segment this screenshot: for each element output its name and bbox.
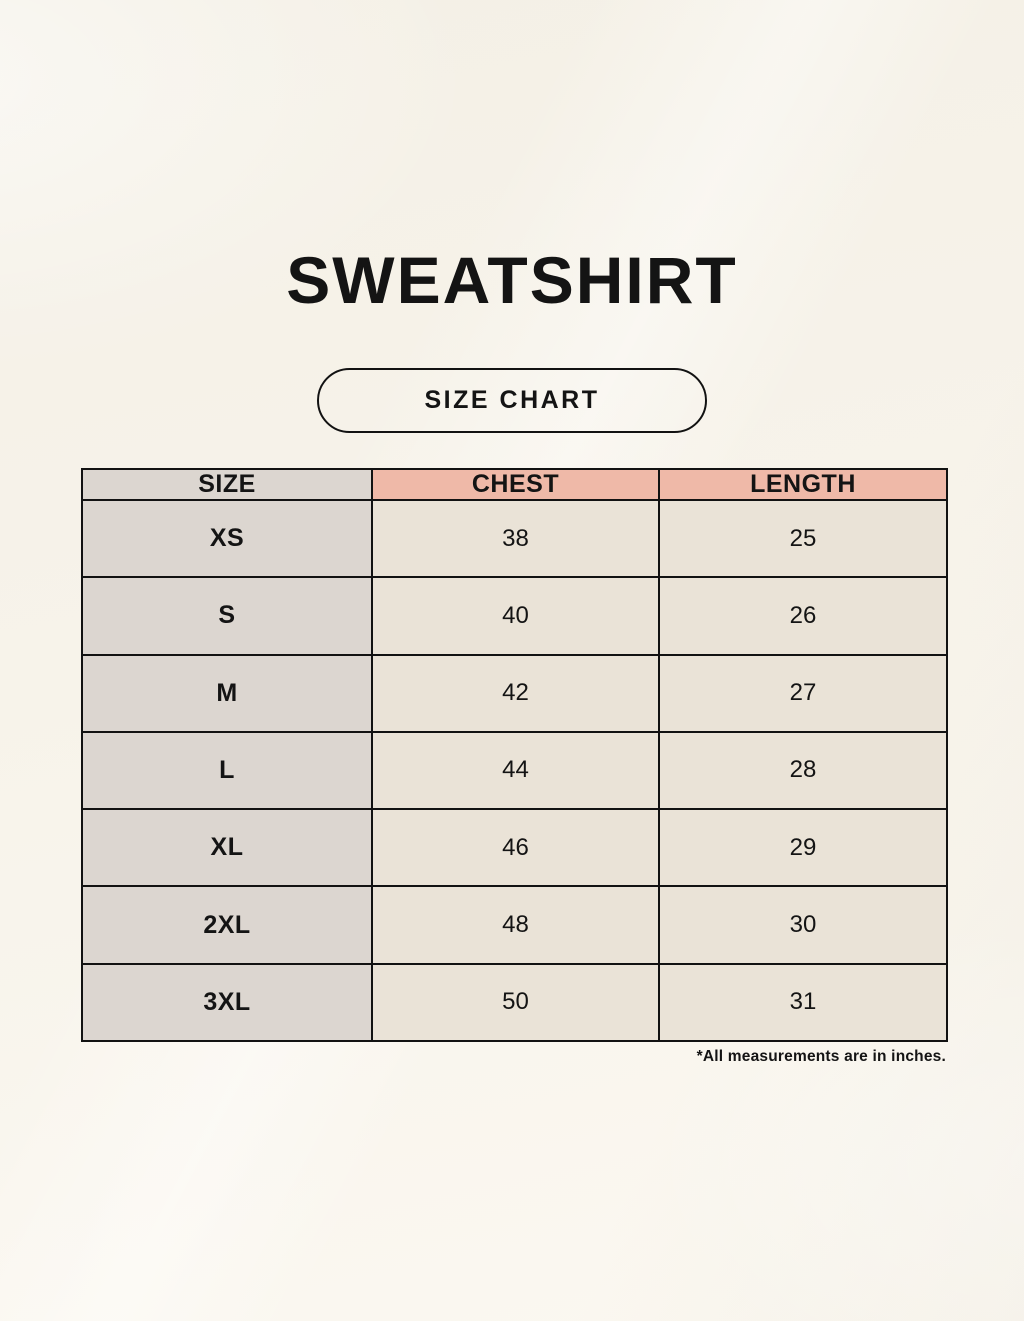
size-chart-table: SIZE CHEST LENGTH XS 38 25 S 40 26 M 42 …	[81, 468, 948, 1043]
row-label: L	[81, 730, 373, 811]
chest-value: 50	[371, 962, 660, 1043]
header-row: SIZE CHEST LENGTH	[81, 468, 948, 501]
length-value: 25	[658, 498, 948, 579]
row-label: M	[81, 653, 373, 733]
table-row-2xl: 2XL 48 30	[81, 885, 948, 965]
chest-value: 48	[371, 885, 660, 965]
length-value: 29	[658, 808, 948, 888]
measurement-note: *All measurements are in inches.	[696, 1048, 946, 1065]
table-row-xs: XS 38 25	[81, 498, 948, 579]
chest-value: 44	[371, 730, 660, 811]
column-header-size: SIZE	[81, 468, 373, 501]
table-row-m: M 42 27	[81, 653, 948, 733]
row-label: XS	[81, 498, 373, 579]
chest-value: 42	[371, 653, 660, 733]
size-chart-badge: SIZE CHART	[317, 368, 707, 433]
chest-value: 46	[371, 808, 660, 888]
length-value: 30	[658, 885, 948, 965]
table-row-xl: XL 46 29	[81, 808, 948, 888]
table-row-l: L 44 28	[81, 730, 948, 811]
size-chart-badge-label: SIZE CHART	[424, 386, 600, 414]
length-value: 26	[658, 576, 948, 656]
row-label: XL	[81, 808, 373, 888]
table-row-s: S 40 26	[81, 576, 948, 656]
chest-value: 38	[371, 498, 660, 579]
page-title: SWEATSHIRT	[286, 243, 738, 317]
length-value: 28	[658, 730, 948, 811]
row-label: 2XL	[81, 885, 373, 965]
length-value: 31	[658, 962, 948, 1043]
column-header-chest: CHEST	[371, 468, 660, 501]
row-label: 3XL	[81, 962, 373, 1043]
length-value: 27	[658, 653, 948, 733]
chest-value: 40	[371, 576, 660, 656]
table-row-3xl: 3XL 50 31	[81, 962, 948, 1043]
column-header-length: LENGTH	[658, 468, 948, 501]
row-label: S	[81, 576, 373, 656]
